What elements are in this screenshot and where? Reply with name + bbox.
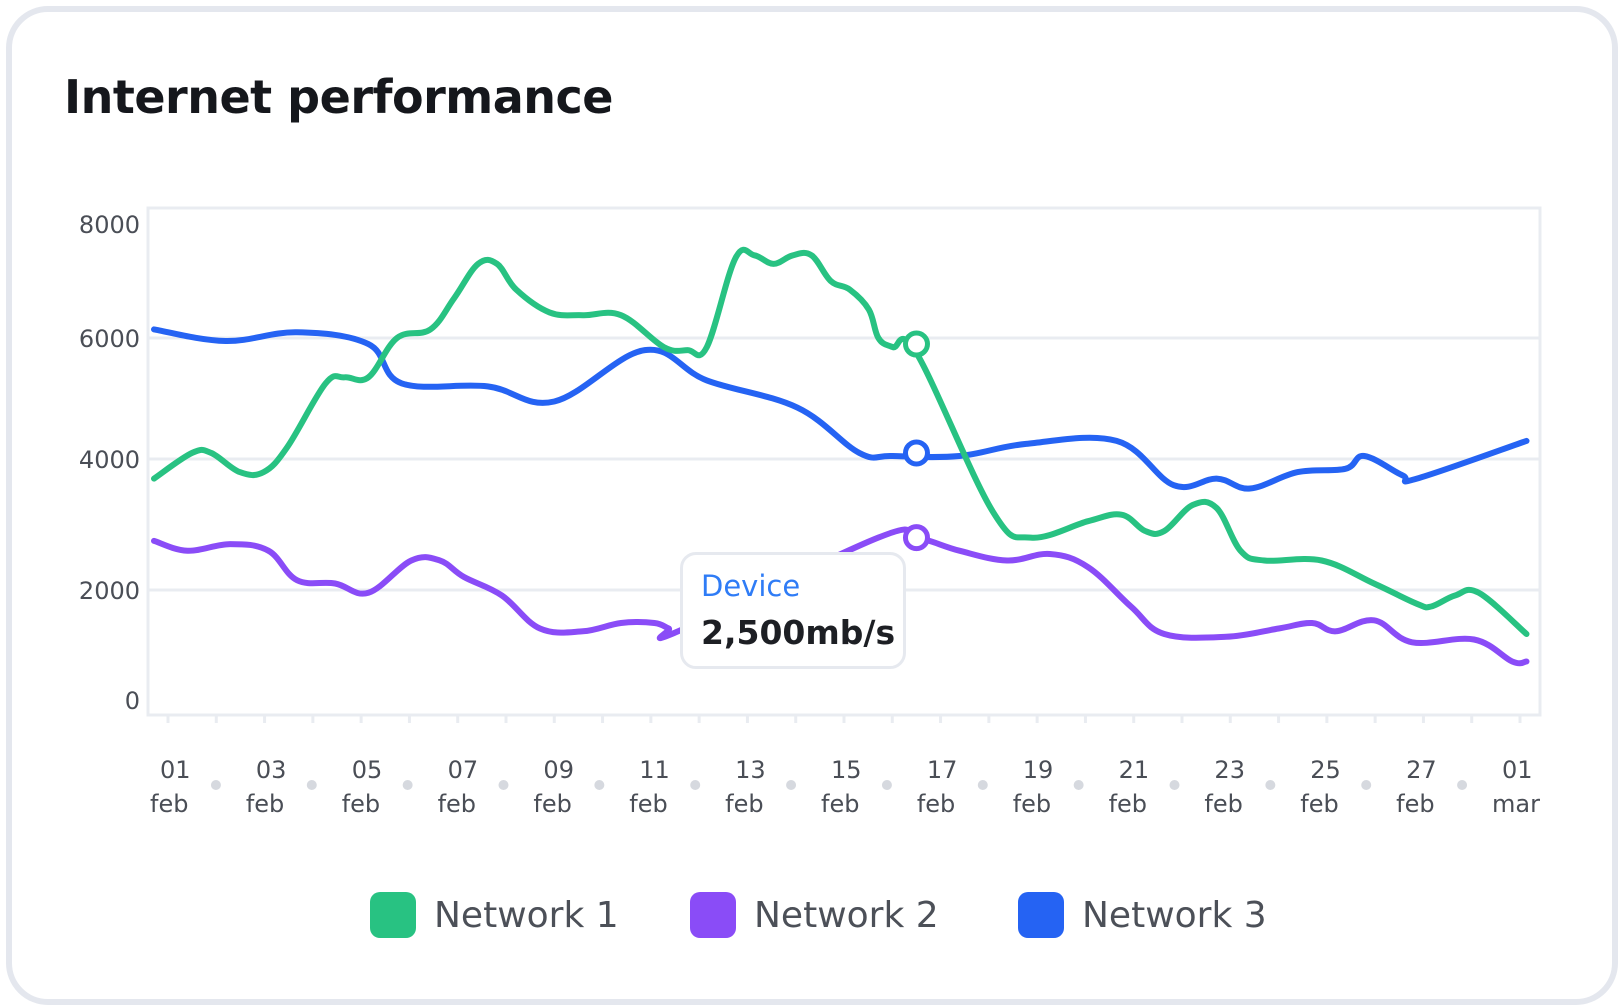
x-tick-separator-dot [1457,780,1468,790]
x-tick-day: 11 [639,756,670,784]
x-tick-separator-dot [690,780,701,790]
x-tick-day: 27 [1406,756,1437,784]
highlight-point[interactable] [902,524,930,552]
x-tick-day: 23 [1214,756,1245,784]
chart-title: Internet performance [64,70,614,124]
x-tick-separator-dot [306,780,317,790]
x-tick-day: 09 [543,756,574,784]
x-tick-day: 03 [256,756,287,784]
legend-item-network-1[interactable]: Network 1 [370,890,619,940]
x-tick-day: 21 [1119,756,1150,784]
chart-card [6,6,1618,1005]
x-tick-month: feb [917,790,955,818]
x-tick-day: 07 [448,756,479,784]
series-line-network-1 [151,246,1530,637]
x-tick-month: feb [629,790,667,818]
legend: Network 1 Network 2 Network 3 [0,890,1624,940]
legend-item-network-3[interactable]: Network 3 [1018,890,1267,940]
x-tick-month: feb [1300,790,1338,818]
legend-label: Network 3 [1082,894,1267,936]
x-tick-month: feb [438,790,476,818]
x-tick-separator-dot [1361,780,1372,790]
x-tick-day: 25 [1310,756,1341,784]
y-tick-label: 4000 [79,446,140,474]
x-tick-separator-dot [402,780,413,790]
x-tick-separator-dot [594,780,605,790]
x-tick-day: 01 [1502,756,1533,784]
highlight-markers [902,330,930,552]
y-axis-ticks: 8000 6000 4000 2000 0 [79,211,140,715]
tooltip: Device 2,500mb/s [680,552,906,669]
x-tick-month: feb [821,790,859,818]
x-tick-separator-dot [977,780,988,790]
x-tick-month: feb [150,790,188,818]
y-tick-label: 8000 [79,211,140,239]
x-tick-month: feb [725,790,763,818]
legend-swatch [1018,892,1064,938]
x-tick-separator-dot [498,780,509,790]
y-tick-label: 2000 [79,577,140,605]
legend-swatch [690,892,736,938]
x-tick-month: feb [246,790,284,818]
x-tick-month: feb [1013,790,1051,818]
y-tick-label: 6000 [79,325,140,353]
legend-label: Network 1 [434,894,619,936]
series-line-network-3 [151,326,1530,492]
highlight-point[interactable] [902,330,930,358]
y-tick-label: 0 [125,687,140,715]
legend-swatch [370,892,416,938]
x-tick-day: 13 [735,756,766,784]
tooltip-label: Device [701,569,801,603]
x-tick-separator-dot [1073,780,1084,790]
x-tick-separator-dot [1169,780,1180,790]
x-tick-month: feb [1109,790,1147,818]
x-tick-month: feb [533,790,571,818]
x-tick-day: 15 [831,756,862,784]
x-tick-separator-dot [1265,780,1276,790]
x-axis-ticks: 01 feb 03 feb 05 feb 07 feb 09 feb 11 feb 13 feb 15 feb… [150,715,1540,818]
x-tick-separator-dot [210,780,221,790]
x-tick-day: 19 [1023,756,1054,784]
legend-item-network-2[interactable]: Network 2 [690,890,939,940]
x-tick-day: 17 [927,756,958,784]
x-tick-day: 05 [352,756,383,784]
x-tick-separator-dot [786,780,797,790]
x-tick-separator-dot [881,780,892,790]
x-tick-month: feb [1204,790,1242,818]
tooltip-value: 2,500mb/s [701,613,896,652]
x-tick-month: feb [342,790,380,818]
x-tick-day: 01 [160,756,191,784]
x-tick-month: mar [1492,790,1540,818]
legend-label: Network 2 [754,894,939,936]
x-tick-month: feb [1396,790,1434,818]
highlight-point[interactable] [902,439,930,467]
